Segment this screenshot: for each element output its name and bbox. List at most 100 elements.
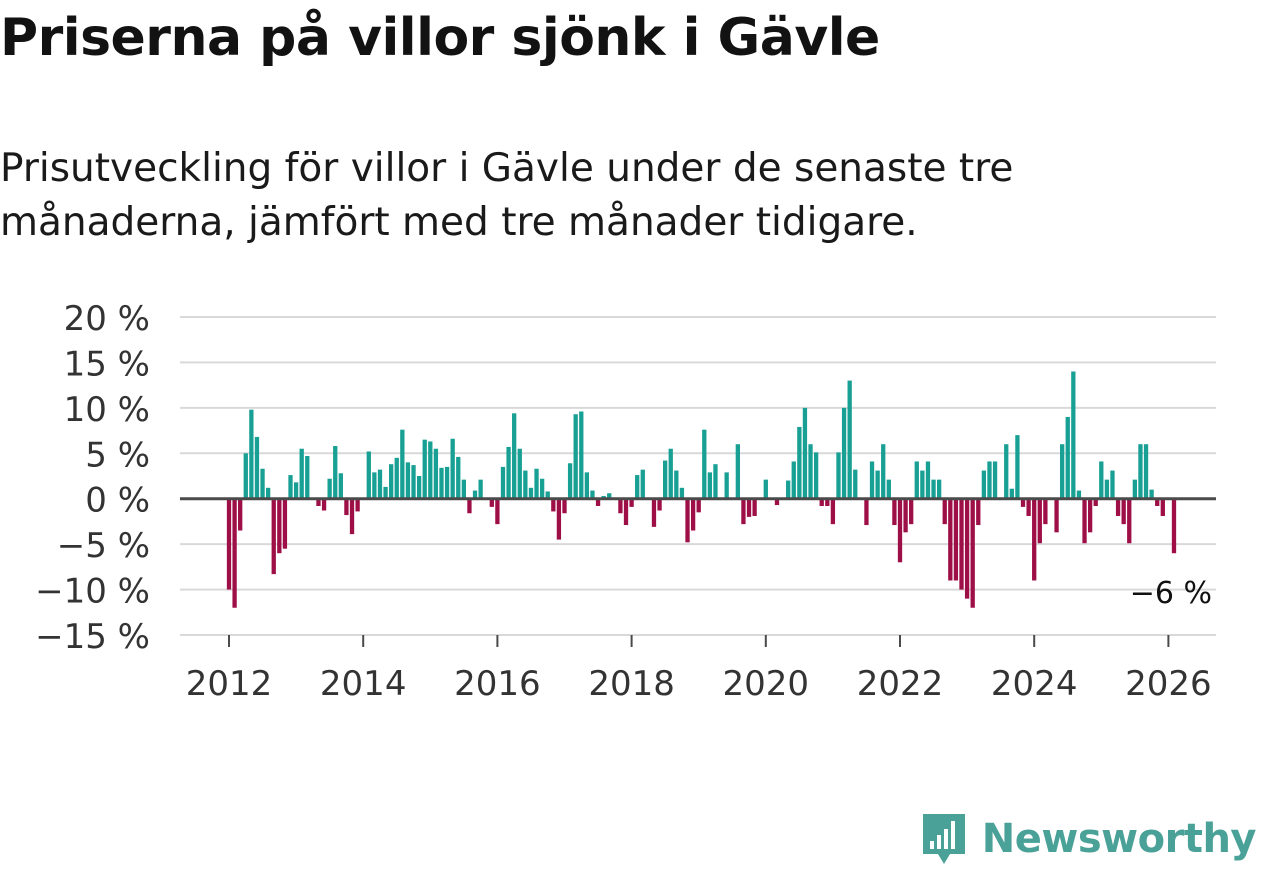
bar [629,498,634,507]
brand-logo: Newsworthy [920,811,1257,867]
bar [802,407,808,499]
bar [618,498,623,514]
bar [439,467,444,499]
bar [942,498,947,525]
bar [679,487,685,499]
bar [422,439,427,499]
bar [976,498,981,526]
y-tick-label: 15 % [64,344,150,384]
x-tick-label: 2018 [588,664,675,704]
bar [1009,488,1014,499]
bar [265,487,271,499]
bar [405,462,411,499]
bar [1155,498,1160,506]
bar [892,498,897,526]
bar [651,498,657,527]
bar [1160,498,1165,516]
bar [1004,444,1009,499]
bar [282,498,288,549]
bar [394,457,399,499]
bar [567,463,573,499]
bar [512,413,517,499]
y-tick-label: −15 % [35,617,150,657]
bar [551,498,556,512]
bar [1132,479,1137,499]
bar [909,498,914,525]
bar [1043,498,1048,525]
bar [366,451,371,499]
bar [523,470,528,499]
bar [293,482,299,499]
bar [657,498,662,511]
bar [964,498,970,599]
bar [1026,498,1031,516]
bar [260,468,265,499]
bar [1143,444,1149,499]
bar [1121,498,1126,525]
bar [959,498,964,590]
bar [702,429,707,499]
bar [1110,470,1115,499]
brand-name: Newsworthy [981,816,1257,862]
bar [774,498,780,506]
bars [226,371,1177,608]
bar [864,498,869,526]
bar [232,498,237,608]
bar [389,464,394,499]
bar [556,498,562,540]
bar [545,491,550,499]
bar [635,475,640,499]
bar [243,453,248,499]
y-tick-label: −5 % [57,526,150,566]
bar [506,446,511,499]
bar [663,460,668,499]
bar [327,478,332,499]
bar [1054,498,1059,533]
bar [411,465,416,499]
bar [271,498,276,575]
bar [1015,435,1020,499]
bar [444,466,450,499]
bar [819,498,824,506]
bar [707,472,713,499]
bar [573,414,578,499]
bar [1032,498,1037,581]
axes [180,497,1216,647]
bar [920,470,925,499]
bar [623,498,629,526]
x-tick-label: 2024 [991,664,1078,704]
bar [333,446,338,499]
bar [791,461,796,499]
bar [841,407,847,499]
bar [668,448,673,499]
bar [528,487,534,499]
bar [875,470,880,499]
bar [925,461,931,499]
bar [713,464,718,499]
bar [981,470,987,499]
x-tick-label: 2022 [857,664,944,704]
bar [752,498,757,516]
chart-subtitle: Prisutveckling för villor i Gävle under … [0,146,1014,245]
bar [495,498,500,525]
y-tick-label: 10 % [64,390,150,430]
bar [433,448,439,499]
x-tick-label: 2012 [186,664,273,704]
bar-chart: 20 % 15 % 10 % 5 % 0 % −5 % −10 % −15 % 2012 2014… [35,299,1216,704]
bar [1171,498,1177,554]
bar [461,479,466,499]
bar [607,493,612,499]
bar [830,498,836,525]
bar [534,468,539,499]
bar [690,498,696,531]
y-tick-label: −10 % [35,572,150,612]
bar [1093,498,1098,506]
bar [847,380,852,499]
bar [299,448,304,499]
newsworthy-logo-icon [922,814,965,864]
bar [249,409,254,499]
x-tick-label: 2020 [723,664,810,704]
y-tick-label: 20 % [64,299,150,339]
bar [305,456,310,499]
bar [450,438,455,499]
